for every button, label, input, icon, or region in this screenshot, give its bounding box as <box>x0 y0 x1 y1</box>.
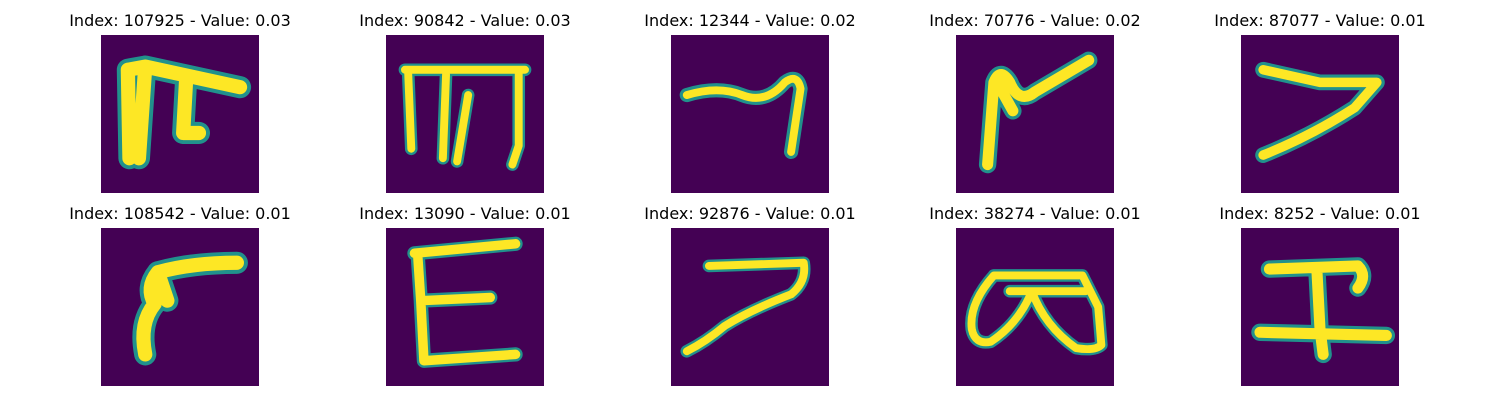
panel-title: Index: 70776 - Value: 0.02 <box>929 11 1141 30</box>
character-image <box>386 228 544 386</box>
panel-7: Index: 13090 - Value: 0.01 <box>325 204 605 386</box>
panel-title: Index: 107925 - Value: 0.03 <box>69 11 291 30</box>
panel-title: Index: 12344 - Value: 0.02 <box>644 11 856 30</box>
panel-4: Index: 70776 - Value: 0.02 <box>895 11 1175 193</box>
character-image <box>1241 228 1399 386</box>
panel-6: Index: 108542 - Value: 0.01 <box>40 204 320 386</box>
panel-5: Index: 87077 - Value: 0.01 <box>1180 11 1460 193</box>
panel-title: Index: 92876 - Value: 0.01 <box>644 204 856 223</box>
character-image <box>386 35 544 193</box>
panel-1: Index: 107925 - Value: 0.03 <box>40 11 320 193</box>
character-image <box>956 35 1114 193</box>
character-image <box>671 228 829 386</box>
panel-2: Index: 90842 - Value: 0.03 <box>325 11 605 193</box>
panel-title: Index: 38274 - Value: 0.01 <box>929 204 1141 223</box>
panel-10: Index: 8252 - Value: 0.01 <box>1180 204 1460 386</box>
panel-title: Index: 13090 - Value: 0.01 <box>359 204 571 223</box>
panel-title: Index: 108542 - Value: 0.01 <box>69 204 291 223</box>
panel-9: Index: 38274 - Value: 0.01 <box>895 204 1175 386</box>
character-image <box>101 35 259 193</box>
character-image <box>956 228 1114 386</box>
panel-title: Index: 8252 - Value: 0.01 <box>1219 204 1421 223</box>
character-image <box>1241 35 1399 193</box>
panel-8: Index: 92876 - Value: 0.01 <box>610 204 890 386</box>
panel-3: Index: 12344 - Value: 0.02 <box>610 11 890 193</box>
panel-title: Index: 90842 - Value: 0.03 <box>359 11 571 30</box>
character-image <box>101 228 259 386</box>
character-image <box>671 35 829 193</box>
panel-title: Index: 87077 - Value: 0.01 <box>1214 11 1426 30</box>
